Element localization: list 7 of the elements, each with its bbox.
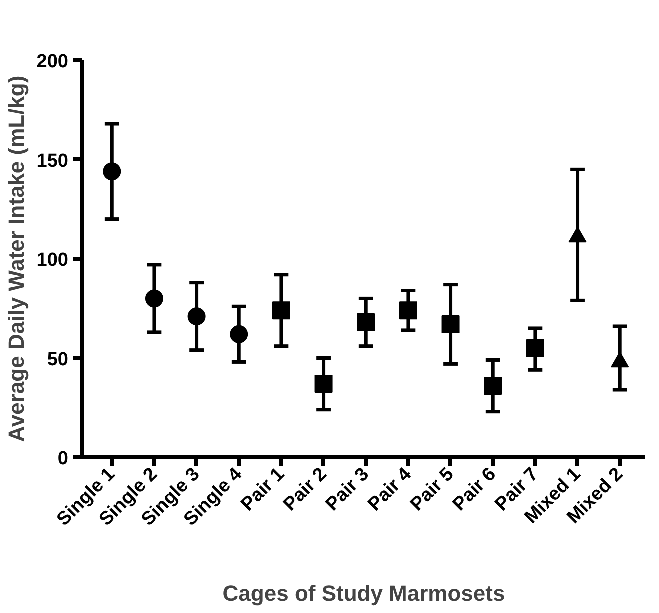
x-axis-title: Cages of Study Marmosets	[222, 580, 506, 606]
y-tick-label: 200	[36, 52, 68, 72]
y-axis-title: Average Daily Water Intake (mL/kg)	[4, 76, 29, 442]
y-tick-label: 150	[36, 150, 68, 172]
y-tick-label: 0	[58, 448, 69, 470]
y-tick-label: 100	[36, 250, 68, 271]
y-tick-label: 50	[47, 349, 69, 370]
